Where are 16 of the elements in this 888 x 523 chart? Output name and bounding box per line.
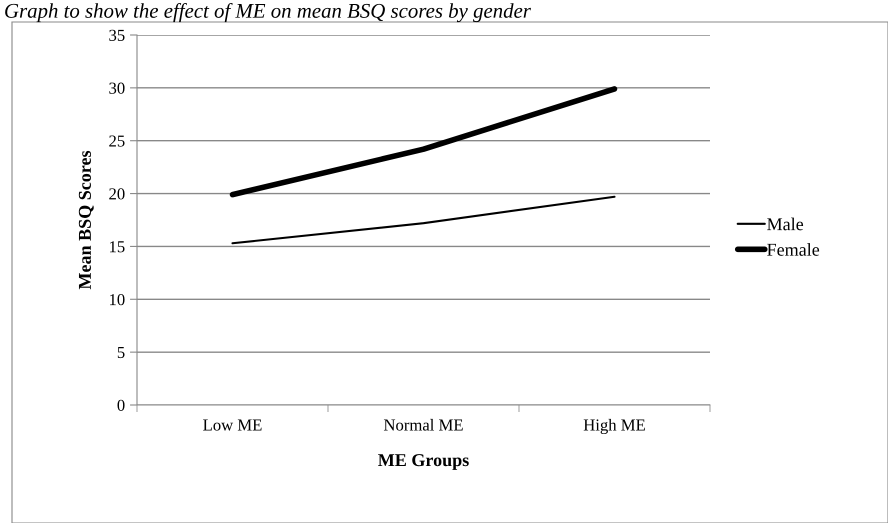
x-axis-title: ME Groups: [378, 454, 469, 470]
y-tick-label: 15: [110, 241, 125, 252]
legend-label: Female: [767, 243, 820, 256]
x-tick-label: Normal ME: [384, 418, 463, 431]
chart-title: Graph to show the effect of ME on mean BSQ scores by gender: [5, 3, 531, 22]
y-axis-title: Mean BSQ Scores: [78, 150, 94, 290]
y-tick-label: 5: [118, 347, 125, 358]
y-tick-label: 0: [117, 400, 125, 411]
legend-label: Male: [767, 218, 804, 230]
y-tick-label: 30: [109, 82, 125, 94]
y-tick-label: 20: [109, 188, 125, 200]
x-tick-label: High ME: [584, 418, 645, 434]
x-tick-label: Low ME: [203, 420, 262, 431]
y-tick-label: 10: [110, 294, 125, 306]
y-tick-label: 35: [109, 30, 125, 41]
y-tick-label: 25: [109, 135, 125, 147]
